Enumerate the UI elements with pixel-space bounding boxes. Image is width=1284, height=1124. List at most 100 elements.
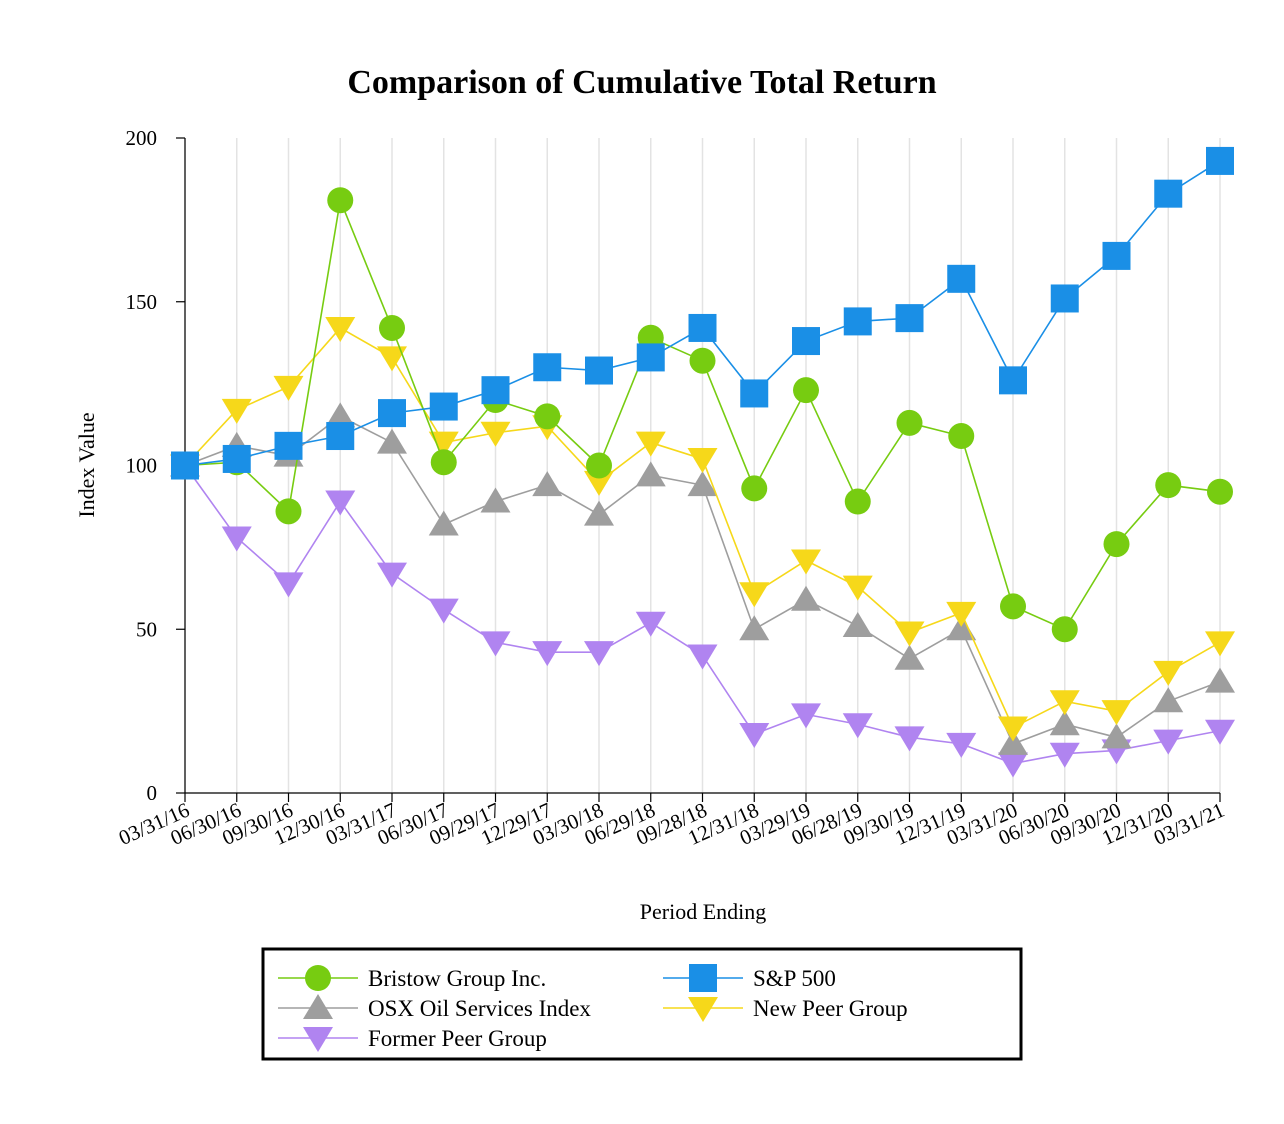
data-point-osx-oil-services-index [1049,710,1080,736]
data-point-former-peer-group [428,598,459,624]
data-point-s-p-500 [274,431,303,460]
data-point-s-p-500 [636,343,665,372]
data-point-s-p-500 [740,379,769,408]
legend-label: New Peer Group [753,996,908,1021]
data-point-new-peer-group [221,398,252,424]
data-point-osx-oil-services-index [998,729,1028,755]
data-point-osx-oil-services-index [1153,687,1184,713]
data-point-s-p-500 [222,444,251,473]
data-point-bristow-group-inc [534,403,561,430]
data-point-former-peer-group [998,752,1028,778]
series-osx-oil-services-index [170,402,1235,755]
y-tick-label: 0 [147,781,158,805]
data-point-new-peer-group [480,421,511,447]
data-point-s-p-500 [1206,146,1234,175]
data-point-bristow-group-inc [896,409,923,436]
data-point-bristow-group-inc [741,475,768,502]
data-point-osx-oil-services-index [842,611,873,637]
data-point-osx-oil-services-index [428,510,459,536]
legend-label: S&P 500 [753,966,836,991]
data-point-s-p-500 [326,422,355,451]
data-point-bristow-group-inc [948,423,975,450]
data-point-osx-oil-services-index [325,402,356,428]
series-s-p-500 [171,146,1234,480]
data-point-former-peer-group [791,703,821,729]
data-point-bristow-group-inc [379,314,405,341]
data-point-former-peer-group [1205,719,1235,745]
y-axis-label: Index Value [74,412,99,517]
data-point-bristow-group-inc [586,452,612,479]
data-point-former-peer-group [946,732,977,758]
data-point-bristow-group-inc [1051,616,1078,643]
data-point-osx-oil-services-index [946,615,977,641]
data-point-s-p-500 [1102,241,1131,270]
data-point-new-peer-group [894,621,925,647]
data-point-bristow-group-inc [793,377,819,404]
data-point-new-peer-group [377,346,407,372]
data-point-s-p-500 [895,304,924,333]
data-point-s-p-500 [792,327,820,356]
series-layer [170,146,1235,778]
data-point-new-peer-group [584,470,614,496]
legend-marker [688,997,718,1022]
data-point-s-p-500 [378,399,406,428]
data-point-osx-oil-services-index [739,615,770,641]
series-new-peer-group [170,316,1235,742]
grid [184,138,1221,793]
data-point-osx-oil-services-index [1101,723,1132,749]
data-point-osx-oil-services-index [1205,667,1235,693]
data-point-bristow-group-inc [327,187,354,214]
data-point-former-peer-group [739,723,770,749]
data-point-former-peer-group [1153,729,1184,755]
data-point-bristow-group-inc [1103,531,1130,558]
data-point-new-peer-group [1153,660,1184,686]
legend-item-former-peer-group: Former Peer Group [278,1026,547,1052]
data-point-osx-oil-services-index [532,471,563,497]
data-point-new-peer-group [1101,700,1132,726]
data-point-s-p-500 [481,376,510,405]
data-point-former-peer-group [325,490,356,516]
legend-item-s-p-500: S&P 500 [663,964,836,992]
legend-marker [305,965,331,991]
data-point-osx-oil-services-index [894,644,925,670]
data-point-former-peer-group [480,631,511,657]
legend-box [261,947,1023,1061]
chart-title: Comparison of Cumulative Total Return [347,64,936,101]
data-point-former-peer-group [377,562,407,588]
legend-label: Bristow Group Inc. [368,966,546,991]
data-point-s-p-500 [947,264,976,293]
data-point-bristow-group-inc [1155,472,1182,499]
data-point-bristow-group-inc [275,498,302,525]
legend-item-bristow-group-inc: Bristow Group Inc. [278,965,546,991]
data-point-former-peer-group [687,644,718,670]
data-point-s-p-500 [843,307,872,336]
data-point-bristow-group-inc [1207,478,1233,505]
data-point-new-peer-group [842,575,873,601]
data-point-former-peer-group [1049,742,1080,768]
data-point-s-p-500 [999,366,1027,395]
data-point-former-peer-group [842,713,873,739]
data-point-new-peer-group [687,447,718,473]
data-point-osx-oil-services-index [635,461,666,487]
legend-item-new-peer-group: New Peer Group [663,996,908,1022]
data-point-new-peer-group [635,431,666,457]
data-point-former-peer-group [894,726,925,752]
data-point-osx-oil-services-index [584,500,614,526]
data-point-new-peer-group [791,549,821,575]
legend-item-osx-oil-services-index: OSX Oil Services Index [278,994,591,1021]
data-point-osx-oil-services-index [480,487,511,513]
data-point-new-peer-group [739,582,770,608]
data-point-osx-oil-services-index [687,471,718,497]
data-point-s-p-500 [1154,179,1183,208]
y-tick-label: 200 [126,126,158,150]
data-point-new-peer-group [946,601,977,627]
data-point-new-peer-group [325,316,356,342]
data-point-new-peer-group [1205,631,1235,657]
x-axis-label: Period Ending [640,899,767,924]
y-tick-label: 100 [126,454,158,478]
legend-label: OSX Oil Services Index [368,996,591,1021]
data-point-osx-oil-services-index [377,428,407,454]
y-tick-label: 50 [136,617,157,641]
data-point-former-peer-group [584,641,614,667]
